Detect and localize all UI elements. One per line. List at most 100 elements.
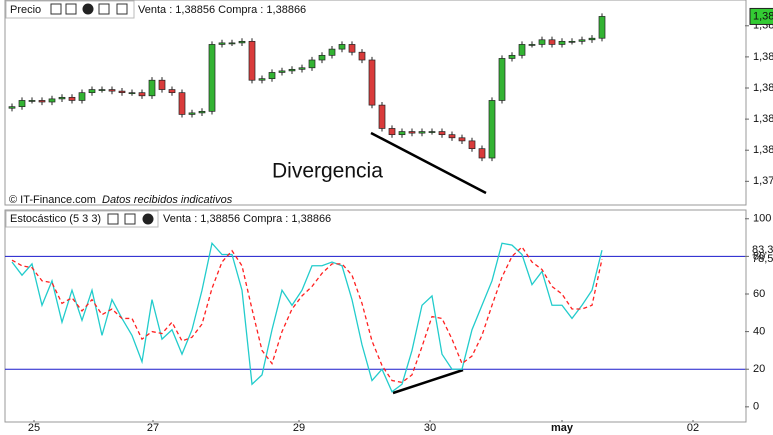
price-panel (4, 0, 747, 206)
y-tick-label: 1,38 (753, 144, 773, 156)
current-price-label: 1,38 (753, 10, 773, 22)
candle-body (208, 44, 216, 112)
up-icon[interactable] (116, 3, 128, 15)
candle-body (58, 96, 66, 100)
x-tick-label: 30 (424, 422, 436, 434)
window-icon[interactable] (124, 213, 136, 225)
candle-body (198, 110, 206, 114)
candle-body (518, 44, 526, 56)
x-tick-label: may (551, 422, 574, 434)
candle-body (118, 90, 126, 94)
panel-title: Precio (10, 4, 41, 16)
current-price-box (749, 7, 773, 25)
candle-body (268, 72, 276, 80)
candle-body (548, 39, 556, 45)
candle-body (228, 42, 236, 45)
divergence-line (370, 131, 487, 195)
x-tick-label: 02 (687, 422, 699, 434)
candle-body (48, 98, 56, 103)
x-tick-label: 25 (28, 422, 40, 434)
y-tick-label: 40 (753, 326, 765, 338)
candle-body (68, 96, 76, 101)
candle-body (418, 131, 426, 134)
candle-body (218, 42, 226, 45)
candle-body (158, 79, 166, 90)
candle-body (328, 48, 336, 56)
annotation: Divergencia (272, 160, 383, 183)
current-value-label: 78,5 (752, 253, 773, 265)
candle-body (168, 89, 176, 94)
candle-body (148, 79, 156, 97)
quote: Venta : 1,38856 Compra : 1,38866 (138, 4, 306, 16)
candle-body (88, 89, 96, 94)
x-tick-label: 27 (147, 422, 159, 434)
y-tick-label: 1,37 (753, 175, 773, 187)
candle-body (348, 44, 356, 53)
candle-body (238, 40, 246, 44)
candle-body (38, 100, 46, 103)
candle-body (508, 54, 516, 59)
y-tick-label: 100 (753, 213, 771, 225)
candle-body (578, 39, 586, 42)
candle-body (288, 68, 296, 72)
candle-body (138, 92, 146, 97)
y-tick-label: 1,38 (753, 113, 773, 125)
candle-body (588, 37, 596, 41)
candle-body (98, 89, 106, 91)
stochastic-header: Estocástico (5 3 3) Venta : 1,38856 Comp… (5, 210, 331, 228)
down-icon[interactable] (98, 3, 110, 15)
candle-body (498, 58, 506, 101)
candle-body (478, 148, 486, 159)
note: Datos recibidos indicativos (102, 194, 233, 206)
candle-body (398, 131, 406, 136)
candle-body (388, 128, 396, 136)
candle-body (448, 134, 456, 139)
candle-body (308, 59, 316, 69)
candle-body (528, 44, 536, 46)
close-icon[interactable] (82, 3, 94, 15)
candle-body (598, 16, 606, 39)
candle-body (538, 39, 546, 45)
stochastic-line (11, 241, 603, 393)
price-header: Precio Venta : 1,38856 Compra : 1,38866 (5, 0, 306, 19)
stochastic-panel (4, 209, 747, 423)
candle-body (428, 131, 436, 133)
candle-body (18, 100, 26, 108)
candle-body (298, 67, 306, 70)
candle-body (438, 131, 446, 136)
panel-title: Estocástico (5 3 3) (10, 213, 101, 225)
candle-body (78, 92, 86, 101)
quote: Venta : 1,38856 Compra : 1,38866 (163, 213, 331, 225)
y-tick-label: 60 (753, 288, 765, 300)
candle-body (488, 100, 496, 159)
candle-body (178, 92, 186, 115)
candle-body (458, 137, 466, 142)
y-tick-label: 80 (753, 250, 765, 262)
settings-icon[interactable] (50, 3, 62, 15)
candle-body (258, 78, 266, 81)
window-icon[interactable] (65, 3, 77, 15)
divergence-line (392, 368, 464, 395)
candle-body (248, 40, 256, 81)
stochastic-line (11, 245, 603, 384)
candle-body (278, 70, 286, 73)
candle-body (568, 40, 576, 43)
candle-body (378, 104, 386, 129)
candle-body (128, 92, 136, 95)
candle-body (28, 100, 36, 102)
plot-layer: 1,381,381,381,381,381,371,38020406080100… (5, 7, 773, 434)
candle-body (358, 51, 366, 61)
x-tick-label: 29 (293, 422, 305, 434)
current-value-label: 83,3 (752, 244, 773, 256)
close-icon[interactable] (142, 213, 154, 225)
y-tick-label: 1,38 (753, 51, 773, 63)
source: © IT-Finance.com (9, 194, 96, 206)
candle-body (338, 44, 346, 50)
candle-body (188, 112, 196, 115)
candle-body (468, 140, 476, 150)
settings-icon[interactable] (107, 213, 119, 225)
candle-body (108, 89, 116, 92)
candle-body (8, 106, 16, 109)
header-box (5, 210, 159, 228)
